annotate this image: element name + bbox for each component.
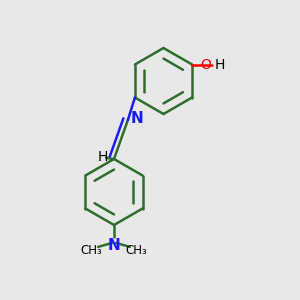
Text: CH₃: CH₃ (81, 244, 102, 257)
Text: N: N (108, 238, 120, 253)
Text: N: N (130, 111, 143, 126)
Text: H: H (214, 58, 225, 71)
Text: CH₃: CH₃ (126, 244, 147, 257)
Text: O: O (200, 58, 211, 71)
Text: H: H (98, 150, 108, 164)
